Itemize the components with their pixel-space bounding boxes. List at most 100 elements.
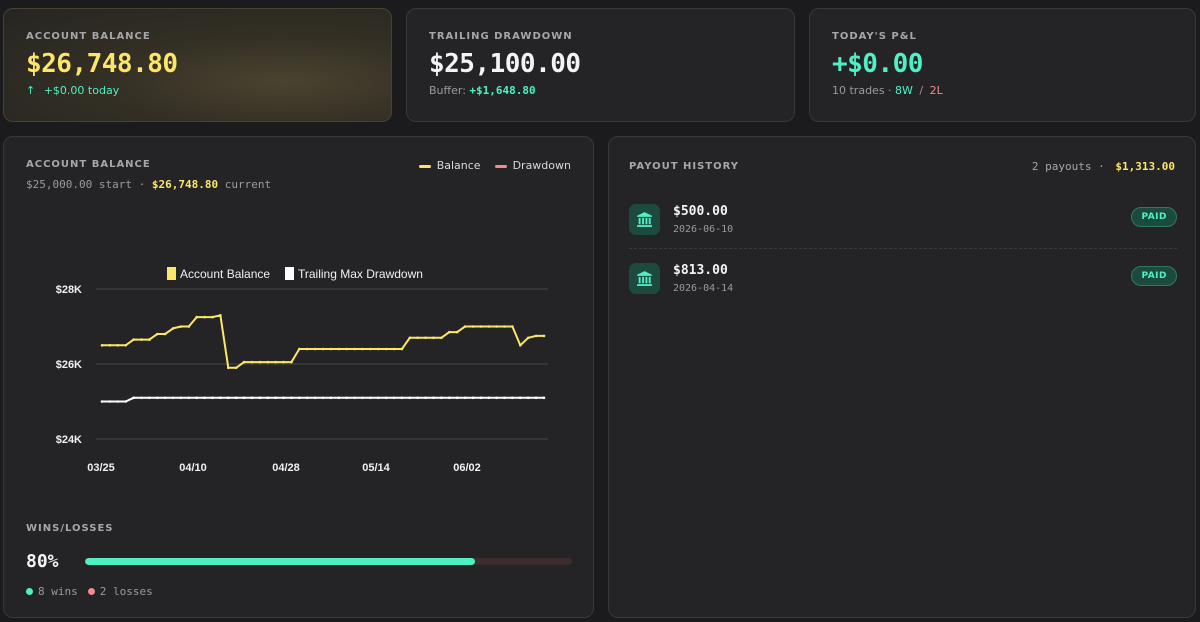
data-point (258, 396, 262, 400)
data-point (440, 396, 443, 400)
legend-drawdown[interactable]: Drawdown (494, 159, 571, 172)
data-point (503, 396, 506, 400)
payout-row[interactable]: $500.00 2026-06-10 PAID (629, 201, 1177, 259)
data-point (305, 347, 309, 351)
data-point (171, 327, 175, 330)
data-point (487, 396, 491, 400)
x-tick-label: 04/28 (272, 462, 300, 474)
data-point (140, 396, 143, 400)
data-point (100, 344, 104, 347)
data-point (250, 360, 254, 364)
losses-count: 2L (929, 84, 943, 97)
data-point (156, 396, 159, 400)
chart-legend-swatch (285, 267, 294, 280)
payout-row[interactable]: $813.00 2026-04-14 PAID (629, 260, 1177, 318)
data-point (313, 396, 317, 400)
data-point (242, 396, 246, 400)
arrow-up-icon: ↑ (26, 84, 36, 97)
data-point (116, 344, 120, 347)
data-point (495, 325, 498, 328)
data-point (416, 396, 420, 400)
y-tick-label: $24K (56, 434, 82, 446)
legend-balance-swatch (418, 164, 431, 168)
data-point (487, 325, 491, 328)
payout-total: $1,313.00 (1115, 160, 1175, 173)
balance-line (102, 314, 544, 369)
status-badge: PAID (1131, 266, 1177, 286)
win-rate-percent: 80% (26, 551, 59, 572)
data-point (124, 344, 127, 347)
data-point (250, 396, 254, 400)
wins-losses-label: WINS/LOSSES (26, 523, 114, 534)
balance-line-chart: Account Balance Trailing Max Drawdown $28K… (56, 267, 548, 474)
data-point (132, 396, 135, 400)
data-point (298, 347, 301, 351)
trailing-drawdown-value: $25,100.00 (429, 49, 581, 79)
data-point (313, 347, 317, 351)
data-point (163, 396, 167, 400)
payout-count: 2 payouts · (1031, 160, 1105, 173)
data-point (424, 396, 427, 400)
trade-count: 10 trades · (832, 84, 892, 97)
data-point (329, 347, 333, 351)
data-point (440, 336, 443, 340)
data-point (195, 396, 198, 400)
data-point (234, 366, 238, 370)
data-point (479, 396, 483, 400)
data-point (400, 347, 404, 351)
buffer-value: +$1,648.80 (469, 84, 536, 97)
data-point (321, 396, 325, 400)
legend-balance[interactable]: Balance (418, 159, 481, 172)
data-point (534, 334, 538, 338)
data-point (163, 332, 167, 336)
data-point (227, 366, 230, 370)
x-tick-label: 06/02 (453, 462, 481, 474)
data-point (542, 334, 546, 338)
trailing-drawdown-label: TRAILING DRAWDOWN (429, 31, 573, 42)
data-point (329, 396, 333, 400)
data-point (471, 325, 475, 328)
bank-icon (629, 263, 660, 294)
data-point (400, 396, 404, 400)
payout-amount: $500.00 (673, 204, 728, 219)
payout-history-title: PAYOUT HISTORY (629, 161, 740, 172)
data-point (416, 336, 420, 340)
data-point (171, 396, 175, 400)
chart-legend-label: Trailing Max Drawdown (298, 267, 423, 281)
legend-balance-label: Balance (436, 159, 481, 172)
todays-pnl-label: TODAY'S P&L (832, 31, 917, 42)
data-point (511, 325, 514, 328)
data-point (266, 360, 270, 364)
payout-date: 2026-06-10 (673, 224, 734, 235)
data-point (187, 325, 191, 328)
payout-amount: $813.00 (673, 263, 728, 278)
data-point (463, 396, 467, 400)
data-point (282, 396, 285, 400)
data-point (108, 400, 112, 403)
data-point (526, 396, 530, 400)
data-point (377, 396, 380, 400)
data-point (242, 360, 246, 364)
data-point (148, 338, 151, 341)
account-balance-value: $26,748.80 (26, 49, 178, 79)
data-point (282, 360, 285, 364)
data-point (156, 332, 159, 336)
losses-text: 2 losses (99, 585, 153, 598)
start-balance-text: $25,000.00 start · (26, 178, 146, 191)
data-point (140, 338, 143, 341)
wins-dot-icon (26, 588, 33, 595)
data-point (377, 347, 380, 351)
current-balance-value: $26,748.80 (151, 178, 219, 191)
wins-text: 8 wins (38, 585, 78, 598)
account-balance-delta: ↑ +$0.00 today (26, 84, 178, 97)
data-point (321, 347, 325, 351)
data-point (534, 396, 538, 400)
x-tick-label: 04/10 (179, 462, 207, 474)
data-point (345, 396, 349, 400)
win-rate-bar-fill (85, 558, 475, 565)
wl-separator: / (919, 84, 924, 97)
trade-summary: 10 trades · 8W / 2L (832, 84, 943, 97)
data-point (511, 396, 514, 400)
data-point (100, 400, 104, 403)
payout-divider (629, 248, 1177, 249)
